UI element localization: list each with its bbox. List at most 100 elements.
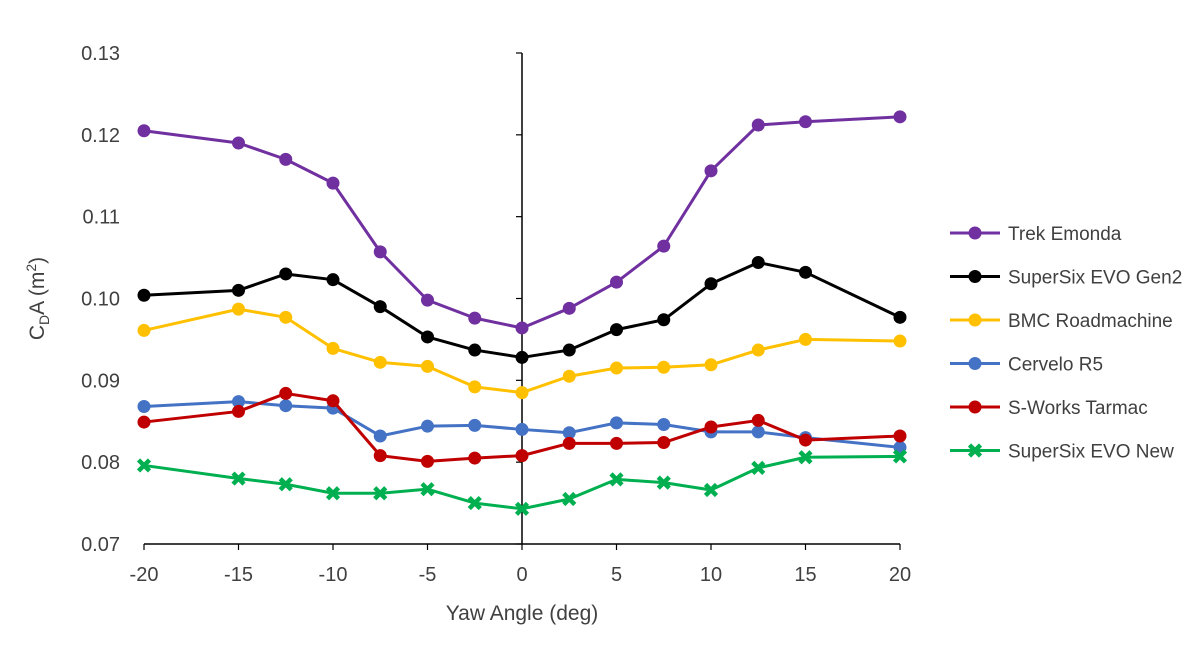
legend-label: S-Works Tarmac <box>1008 398 1148 419</box>
data-point <box>657 418 671 432</box>
data-point <box>136 458 152 473</box>
data-point <box>279 267 293 281</box>
legend-label: SuperSix EVO Gen2 <box>1008 268 1182 289</box>
data-point <box>468 311 482 325</box>
y-axis-title: CDA (m2) <box>23 257 52 340</box>
x-tick-label: -5 <box>419 564 437 586</box>
data-point <box>468 451 482 465</box>
data-point <box>468 418 482 432</box>
y-tick-label: 0.11 <box>83 207 120 229</box>
data-point <box>137 124 151 138</box>
legend-label: Cervelo R5 <box>1008 355 1103 376</box>
data-point <box>610 275 623 289</box>
series-trek-emonda <box>137 110 907 335</box>
data-point <box>657 239 671 253</box>
data-point <box>468 343 482 357</box>
data-point <box>467 495 482 511</box>
x-tick-label: -10 <box>319 564 348 586</box>
data-point <box>373 300 387 314</box>
data-point <box>562 491 577 507</box>
data-point <box>326 394 340 408</box>
y-tick-label: 0.09 <box>81 370 120 392</box>
data-point <box>326 273 340 287</box>
y-tick-label: 0.12 <box>81 125 120 147</box>
data-point <box>326 341 340 355</box>
series-cervelo-r5 <box>137 395 907 454</box>
legend-item: SuperSix EVO Gen2 <box>950 268 1182 289</box>
legend-swatch-marker <box>968 270 982 283</box>
data-point <box>232 302 245 316</box>
legend-swatch-marker <box>968 226 982 240</box>
series-supersix-evo-gen2 <box>137 255 907 364</box>
data-point <box>373 355 387 369</box>
data-point <box>562 343 576 357</box>
x-tick-label: 20 <box>889 564 911 586</box>
legend: Trek Emonda SuperSix EVO Gen2 BMC Roadmach… <box>950 224 1182 463</box>
data-point <box>562 369 576 383</box>
data-point <box>610 436 623 450</box>
data-point <box>799 115 812 129</box>
data-point <box>232 283 245 297</box>
data-point <box>703 482 719 498</box>
data-point <box>562 436 576 450</box>
x-tick-label: -15 <box>224 564 253 586</box>
data-point <box>279 399 293 413</box>
data-point <box>373 245 387 259</box>
data-point <box>893 310 907 324</box>
data-point <box>515 321 529 335</box>
data-point <box>893 334 907 348</box>
data-point <box>232 136 245 150</box>
data-point <box>137 323 151 337</box>
data-point <box>279 386 293 400</box>
x-tick-label: -20 <box>130 564 159 586</box>
legend-swatch-marker <box>968 313 982 327</box>
data-point <box>892 449 908 464</box>
data-point <box>232 404 245 418</box>
legend-item: S-Works Tarmac <box>950 398 1148 419</box>
legend-label: SuperSix EVO New <box>1008 442 1174 463</box>
legend-swatch-marker <box>968 400 982 414</box>
data-point <box>137 400 151 414</box>
y-axis-title-sup: 2 <box>23 264 39 272</box>
series-bmc-roadmachine <box>137 302 907 400</box>
data-point <box>515 350 529 364</box>
y-axis-title-mid: A (m <box>26 272 49 315</box>
data-point <box>231 471 246 486</box>
y-axis-title-end: ) <box>26 257 49 264</box>
data-point <box>515 386 529 400</box>
data-point <box>610 323 623 337</box>
data-point <box>704 164 718 178</box>
legend-item: Cervelo R5 <box>950 355 1103 376</box>
series-supersix-evo-new <box>136 449 908 516</box>
data-point <box>798 450 813 465</box>
data-point <box>610 416 623 430</box>
data-point <box>421 359 434 373</box>
data-point <box>799 332 812 346</box>
data-point <box>137 415 151 429</box>
legend-swatch-marker <box>967 443 983 458</box>
ticks: -20 -15 -10 -5 0 5 10 15 20 0.07 0.08 0.09 0.10 0.11 0… <box>81 43 911 586</box>
data-point <box>799 433 812 447</box>
data-point <box>657 436 671 450</box>
data-point <box>656 475 671 490</box>
data-point <box>562 301 576 315</box>
data-point <box>657 313 671 327</box>
data-point <box>373 429 387 443</box>
legend-label: Trek Emonda <box>1008 224 1122 245</box>
legend-item: BMC Roadmachine <box>950 311 1173 332</box>
y-tick-label: 0.08 <box>81 452 120 474</box>
x-tick-label: 0 <box>516 564 527 586</box>
data-point <box>515 449 529 463</box>
data-point <box>751 343 765 357</box>
data-point <box>232 395 245 409</box>
data-point <box>893 429 907 443</box>
data-point <box>326 176 340 190</box>
data-point <box>751 425 765 439</box>
data-point <box>751 413 765 427</box>
data-point <box>515 422 529 436</box>
legend-item: SuperSix EVO New <box>950 442 1174 463</box>
data-point <box>420 482 435 497</box>
y-axis-title-sub: D <box>36 315 52 325</box>
data-point <box>421 330 434 344</box>
